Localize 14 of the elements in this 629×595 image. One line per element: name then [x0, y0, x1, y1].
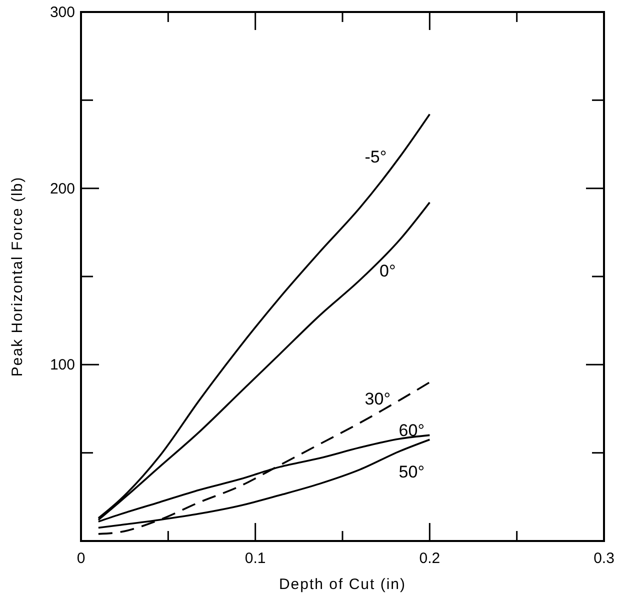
x-tick-label: 0.3: [594, 550, 614, 567]
y-tick-label: 100: [50, 356, 75, 374]
series-label: 30°: [364, 389, 391, 408]
y-tick-label: 300: [50, 4, 75, 21]
x-tick-label: 0.1: [244, 550, 266, 567]
y-tick-label: 200: [50, 180, 75, 198]
x-tick-label: 0.2: [419, 550, 440, 567]
y-axis-title: Peak Horizontal Force (lb): [9, 176, 26, 377]
series-label: 0°: [380, 261, 396, 280]
series-label: -5°: [364, 147, 387, 166]
x-tick-label: 0: [76, 550, 86, 567]
series-label: 60°: [398, 421, 425, 440]
series-label: 50°: [398, 462, 425, 482]
x-axis-title: Depth of Cut (in): [278, 576, 406, 593]
